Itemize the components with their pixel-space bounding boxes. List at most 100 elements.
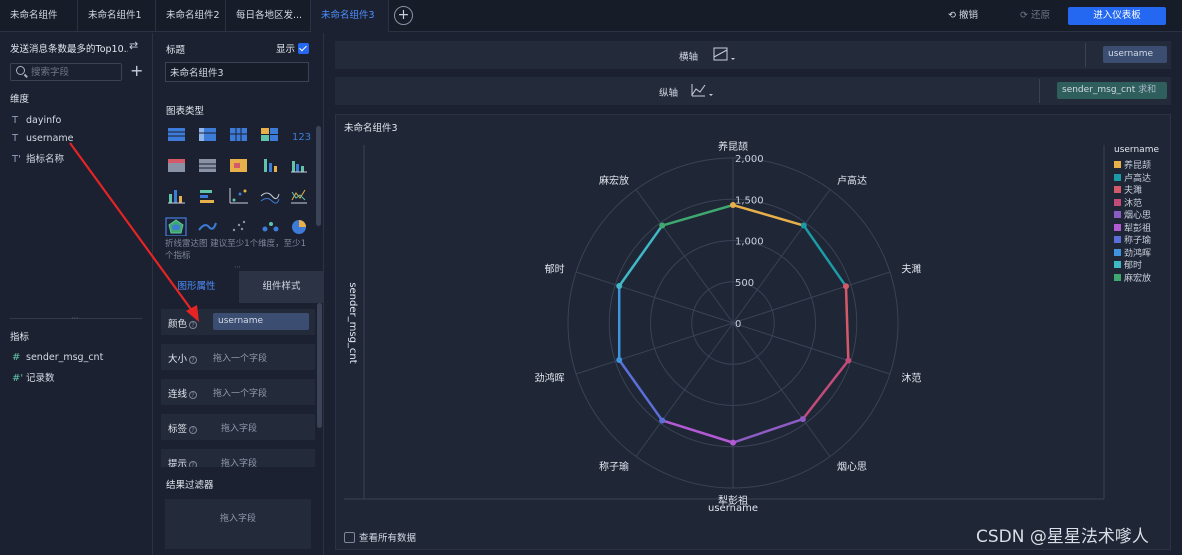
legend-item[interactable]: 夫濉 bbox=[1114, 183, 1170, 196]
help-icon: ? bbox=[189, 426, 198, 434]
y-axis-field-pill[interactable]: sender_msg_cnt 求和 bbox=[1057, 82, 1167, 99]
add-tab-button[interactable]: + bbox=[394, 6, 413, 25]
radar-point[interactable] bbox=[659, 222, 666, 229]
tab-component-3[interactable]: 未命名组件3 bbox=[311, 0, 389, 32]
resize-grip-icon[interactable]: ⋯ bbox=[234, 263, 241, 271]
axis-separator bbox=[1039, 79, 1040, 103]
radar-point[interactable] bbox=[799, 416, 806, 423]
switch-dataset-icon[interactable]: ⇄ bbox=[129, 39, 139, 52]
chart-type-hint: 折线雷达图 建议至少1个维度，至少1个指标 bbox=[165, 239, 307, 261]
encoding-size[interactable]: 大小? 拖入一个字段 bbox=[161, 344, 315, 370]
tab-graph-properties[interactable]: 图形属性 bbox=[154, 271, 239, 303]
tab-component-2[interactable]: 未命名组件2 bbox=[156, 0, 226, 32]
pie-chart-icon[interactable] bbox=[292, 220, 306, 234]
x-axis-type-icon[interactable] bbox=[713, 47, 737, 63]
scatter-chart-icon[interactable] bbox=[229, 188, 248, 204]
x-axis-bar: 横轴 username bbox=[335, 41, 1171, 69]
measures-label: 指标 bbox=[10, 332, 30, 343]
column-chart-icon[interactable] bbox=[168, 190, 185, 204]
resize-grip-icon[interactable]: ⋯ bbox=[71, 314, 79, 322]
radar-point[interactable] bbox=[842, 283, 849, 290]
tab-component-0[interactable]: 未命名组件 bbox=[0, 0, 78, 32]
grouped-bar-icon[interactable] bbox=[291, 161, 307, 173]
legend-item[interactable]: 劲鸿晖 bbox=[1114, 246, 1170, 259]
encoding-line[interactable]: 连线? 拖入一个字段 bbox=[161, 379, 315, 405]
measure-field-sender-msg-cnt[interactable]: # sender_msg_cnt bbox=[12, 352, 104, 363]
y-axis-type-icon[interactable] bbox=[691, 83, 715, 99]
encoding-scrollbar[interactable] bbox=[317, 303, 322, 428]
horizontal-bar-icon[interactable] bbox=[200, 190, 214, 203]
x-axis-label: 横轴 bbox=[679, 52, 699, 63]
chart-type-scrollbar[interactable] bbox=[316, 126, 321, 226]
chart-x-label: username bbox=[708, 503, 758, 514]
encoding-tooltip[interactable]: 提示? 拖入字段 bbox=[161, 449, 315, 467]
x-axis-field-pill[interactable]: username bbox=[1103, 46, 1167, 63]
legend-item[interactable]: 烟心思 bbox=[1114, 208, 1170, 221]
kpi-card-icon[interactable]: 123 bbox=[292, 132, 311, 143]
radar-spoke bbox=[635, 322, 734, 457]
category-label: 夫濉 bbox=[901, 262, 921, 275]
area-chart-icon[interactable] bbox=[260, 192, 280, 204]
radar-chart-icon[interactable] bbox=[165, 217, 187, 236]
legend-item[interactable]: 沐范 bbox=[1114, 196, 1170, 209]
undo-button[interactable]: ⟲ 撤销 bbox=[948, 0, 978, 32]
radar-point[interactable] bbox=[616, 356, 623, 363]
add-field-button[interactable]: + bbox=[130, 61, 144, 80]
detail-table-icon[interactable] bbox=[199, 159, 216, 172]
legend-swatch bbox=[1114, 211, 1121, 218]
radar-point[interactable] bbox=[730, 439, 736, 446]
search-input[interactable] bbox=[31, 64, 119, 80]
radial-tick-label: 1,500 bbox=[735, 195, 764, 206]
dimension-field-metric-name[interactable]: T' 指标名称 bbox=[12, 154, 65, 165]
redo-icon: ⟳ bbox=[1020, 10, 1028, 21]
radar-point[interactable] bbox=[800, 222, 807, 229]
encoding-label[interactable]: 标签? 拖入字段 bbox=[161, 414, 315, 440]
radar-point[interactable] bbox=[730, 202, 736, 209]
dot-chart-icon[interactable] bbox=[232, 220, 246, 232]
radar-point[interactable] bbox=[659, 417, 666, 424]
field-search bbox=[10, 63, 122, 81]
bubble-chart-icon[interactable] bbox=[262, 222, 279, 232]
radar-segment bbox=[732, 203, 805, 227]
crosstab-chart-icon[interactable] bbox=[199, 128, 216, 141]
line-chart-icon[interactable] bbox=[291, 189, 307, 204]
view-all-data-toggle[interactable]: 查看所有数据 bbox=[344, 530, 416, 544]
radar-segment bbox=[661, 203, 734, 227]
legend-item[interactable]: 犁彭祖 bbox=[1114, 221, 1170, 234]
heatmap-table-icon[interactable] bbox=[230, 159, 247, 172]
list-table-icon[interactable] bbox=[168, 159, 185, 172]
radar-point[interactable] bbox=[616, 283, 623, 290]
table-chart-icon[interactable] bbox=[168, 128, 185, 141]
title-input[interactable] bbox=[165, 62, 309, 82]
radial-tick-label: 1,000 bbox=[735, 237, 764, 248]
tab-component-1[interactable]: 未命名组件1 bbox=[78, 0, 156, 32]
radial-tick-label: 2,000 bbox=[735, 154, 764, 165]
trend-line-icon[interactable] bbox=[198, 222, 217, 231]
category-label: 养昆颉 bbox=[718, 140, 748, 153]
tab-component-style[interactable]: 组件样式 bbox=[239, 271, 324, 303]
encoding-color[interactable]: 颜色? username bbox=[161, 309, 315, 335]
radar-point[interactable] bbox=[845, 357, 852, 364]
radar-segment bbox=[618, 359, 664, 422]
property-tabs: 图形属性 组件样式 bbox=[154, 271, 324, 303]
color-field-pill[interactable]: username bbox=[213, 313, 309, 330]
colored-table-icon[interactable] bbox=[261, 128, 278, 141]
tab-daily-region[interactable]: 每日各地区发... bbox=[226, 0, 311, 32]
show-title-toggle[interactable]: 显示 bbox=[276, 41, 310, 55]
show-checkbox[interactable] bbox=[298, 43, 310, 54]
legend-item[interactable]: 麻宏放 bbox=[1114, 271, 1170, 284]
grid-table-icon[interactable] bbox=[230, 128, 247, 141]
legend-item[interactable]: 养昆颉 bbox=[1114, 158, 1170, 171]
result-filter-dropzone[interactable]: 拖入字段 bbox=[165, 499, 311, 549]
redo-button[interactable]: ⟳ 还原 bbox=[1020, 0, 1050, 32]
view-all-checkbox[interactable] bbox=[344, 532, 355, 543]
enter-dashboard-button[interactable]: 进入仪表板 bbox=[1068, 7, 1166, 25]
measure-field-record-count[interactable]: #' 记录数 bbox=[12, 373, 55, 384]
legend-item[interactable]: 称子瑜 bbox=[1114, 233, 1170, 246]
legend-item[interactable]: 郁时 bbox=[1114, 258, 1170, 271]
legend-item[interactable]: 卢高达 bbox=[1114, 171, 1170, 184]
tree-chart-icon[interactable] bbox=[264, 159, 277, 172]
watermark-text: CSDN @星星法术嗲人 bbox=[976, 527, 1149, 547]
